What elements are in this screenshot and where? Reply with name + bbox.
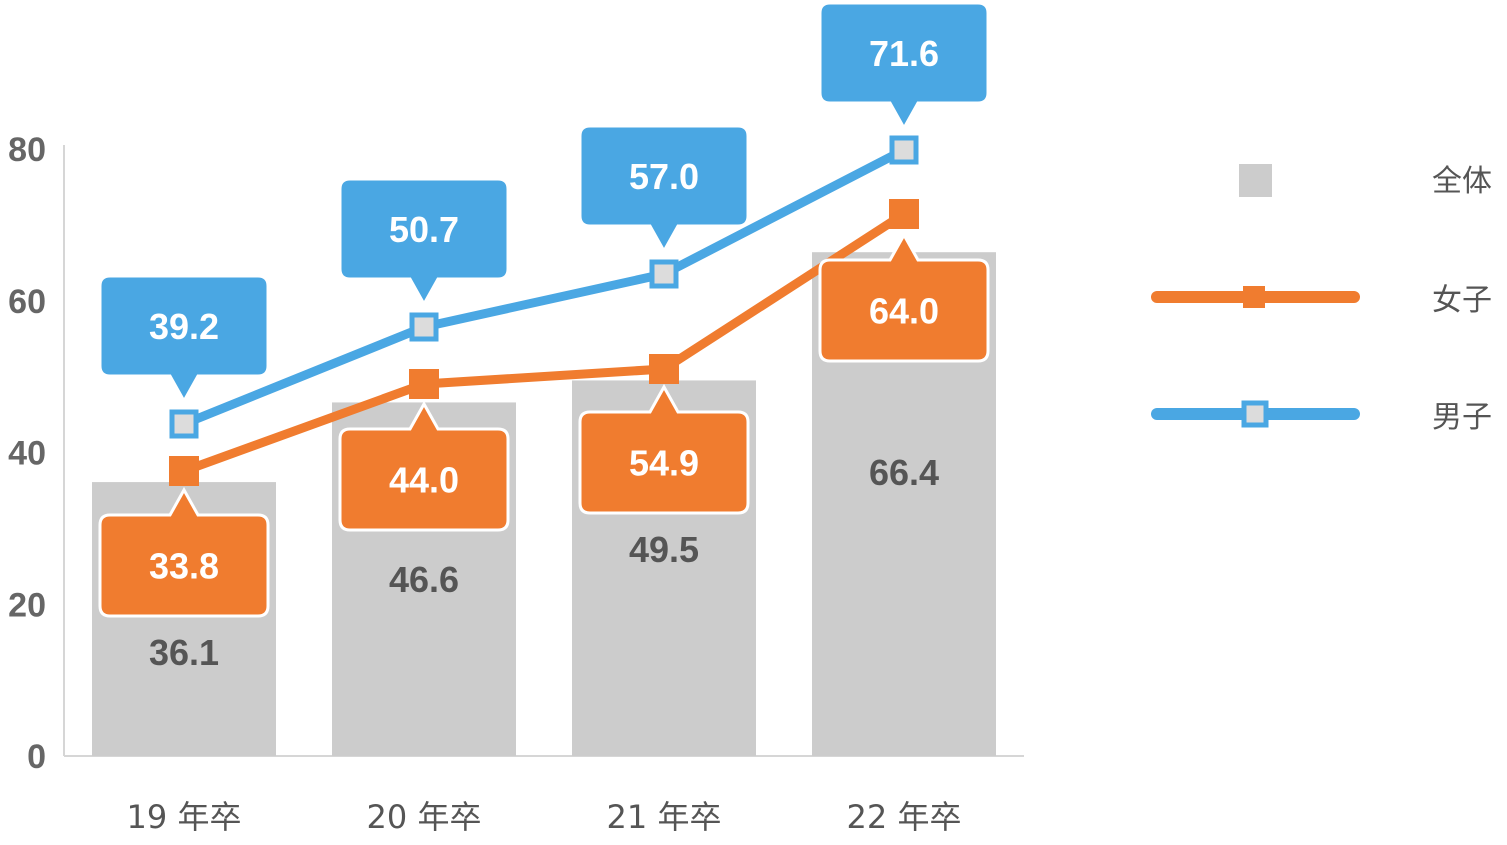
x-tick-label: 21 年卒 [607, 798, 722, 836]
male-data-label-box [818, 1, 990, 132]
female-data-label: 33.8 [149, 546, 219, 587]
female-marker [169, 456, 199, 486]
bar-data-label: 36.1 [149, 632, 219, 673]
y-tick-label: 0 [27, 738, 46, 776]
female-marker [889, 199, 919, 229]
male-data-label-box [578, 124, 750, 255]
legend-label-overall: 全体 [1432, 164, 1492, 199]
female-data-label: 54.9 [629, 443, 699, 484]
female-data-label: 64.0 [869, 291, 939, 332]
legend-label-male: 男子 [1432, 400, 1492, 435]
y-tick-label: 40 [8, 435, 46, 473]
legend-marker-female [1243, 286, 1265, 308]
female-data-label-box [578, 383, 750, 515]
female-data-label-box [818, 231, 990, 363]
female-data-label-box [338, 400, 510, 532]
legend-label-female: 女子 [1432, 283, 1492, 318]
female-marker [409, 369, 439, 399]
male-line [182, 146, 907, 429]
male-marker [409, 312, 439, 342]
female-marker [649, 354, 679, 384]
bar-data-label: 46.6 [389, 559, 459, 600]
legend-swatch-overall [1239, 164, 1272, 197]
male-data-label: 71.6 [869, 33, 939, 74]
male-data-label: 50.7 [389, 209, 459, 250]
male-data-label: 57.0 [629, 156, 699, 197]
male-data-label: 39.2 [149, 306, 219, 347]
x-tick-label: 20 年卒 [367, 798, 482, 836]
legend-marker-male [1241, 400, 1269, 428]
y-tick-label: 60 [8, 283, 46, 321]
male-data-label-box [98, 274, 270, 405]
male-marker [889, 135, 919, 165]
x-tick-label: 19 年卒 [127, 798, 242, 836]
bar-data-label: 49.5 [629, 529, 699, 570]
bar-data-label: 66.4 [869, 452, 939, 493]
y-tick-label: 80 [8, 131, 46, 169]
female-data-label: 44.0 [389, 460, 459, 501]
female-data-label-box [98, 486, 270, 618]
male-data-label-box [338, 177, 510, 308]
male-marker [169, 409, 199, 439]
x-tick-label: 22 年卒 [847, 798, 962, 836]
female-line [182, 210, 907, 476]
male-marker [649, 259, 679, 289]
y-tick-label: 20 [8, 586, 46, 624]
